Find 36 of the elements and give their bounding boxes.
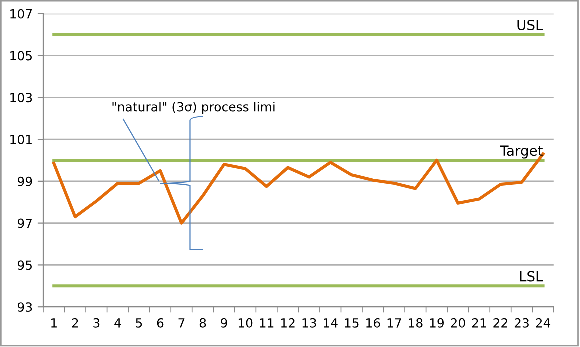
y-tick-label: 97 <box>18 218 32 228</box>
x-tick-label: 5 <box>136 318 142 328</box>
ref-line-label: USL <box>518 20 544 30</box>
annotation: "natural" (3σ) process limi <box>112 102 275 114</box>
x-tick-label: 21 <box>472 318 486 328</box>
x-tick-label: 16 <box>366 318 380 328</box>
x-tick-label: 8 <box>200 318 206 328</box>
y-tick-label: 95 <box>18 260 32 270</box>
y-tick-label: 99 <box>18 176 32 186</box>
y-tick-label: 93 <box>18 302 32 312</box>
x-tick-label: 6 <box>157 318 164 328</box>
x-tick-label: 20 <box>451 318 466 328</box>
x-tick-label: 23 <box>514 318 529 328</box>
x-tick-label: 1 <box>52 318 57 328</box>
y-tick-label: 101 <box>10 135 32 144</box>
x-tick-label: 13 <box>302 318 316 328</box>
x-tick-label: 7 <box>178 318 185 328</box>
x-tick-label: 10 <box>238 318 253 328</box>
ref-line-label: LSL <box>520 271 544 282</box>
x-tick-label: 4 <box>114 318 122 328</box>
x-tick-label: 2 <box>72 318 78 328</box>
y-tick-label: 105 <box>10 51 32 61</box>
y-tick-label: 107 <box>10 9 32 19</box>
x-tick-label: 24 <box>536 318 551 328</box>
x-tick-label: 19 <box>430 318 444 328</box>
y-tick-label: 103 <box>10 93 32 103</box>
x-tick-label: 12 <box>281 318 295 328</box>
x-tick-label: 3 <box>94 318 100 328</box>
x-tick-label: 22 <box>494 318 508 328</box>
ref-line-label: Target <box>500 146 543 159</box>
x-tick-label: 11 <box>260 318 274 328</box>
x-tick-label: 18 <box>409 318 423 328</box>
x-tick-label: 17 <box>388 318 402 328</box>
x-tick-label: 15 <box>345 318 359 328</box>
x-tick-label: 9 <box>221 318 228 328</box>
x-tick-label: 14 <box>324 318 338 328</box>
